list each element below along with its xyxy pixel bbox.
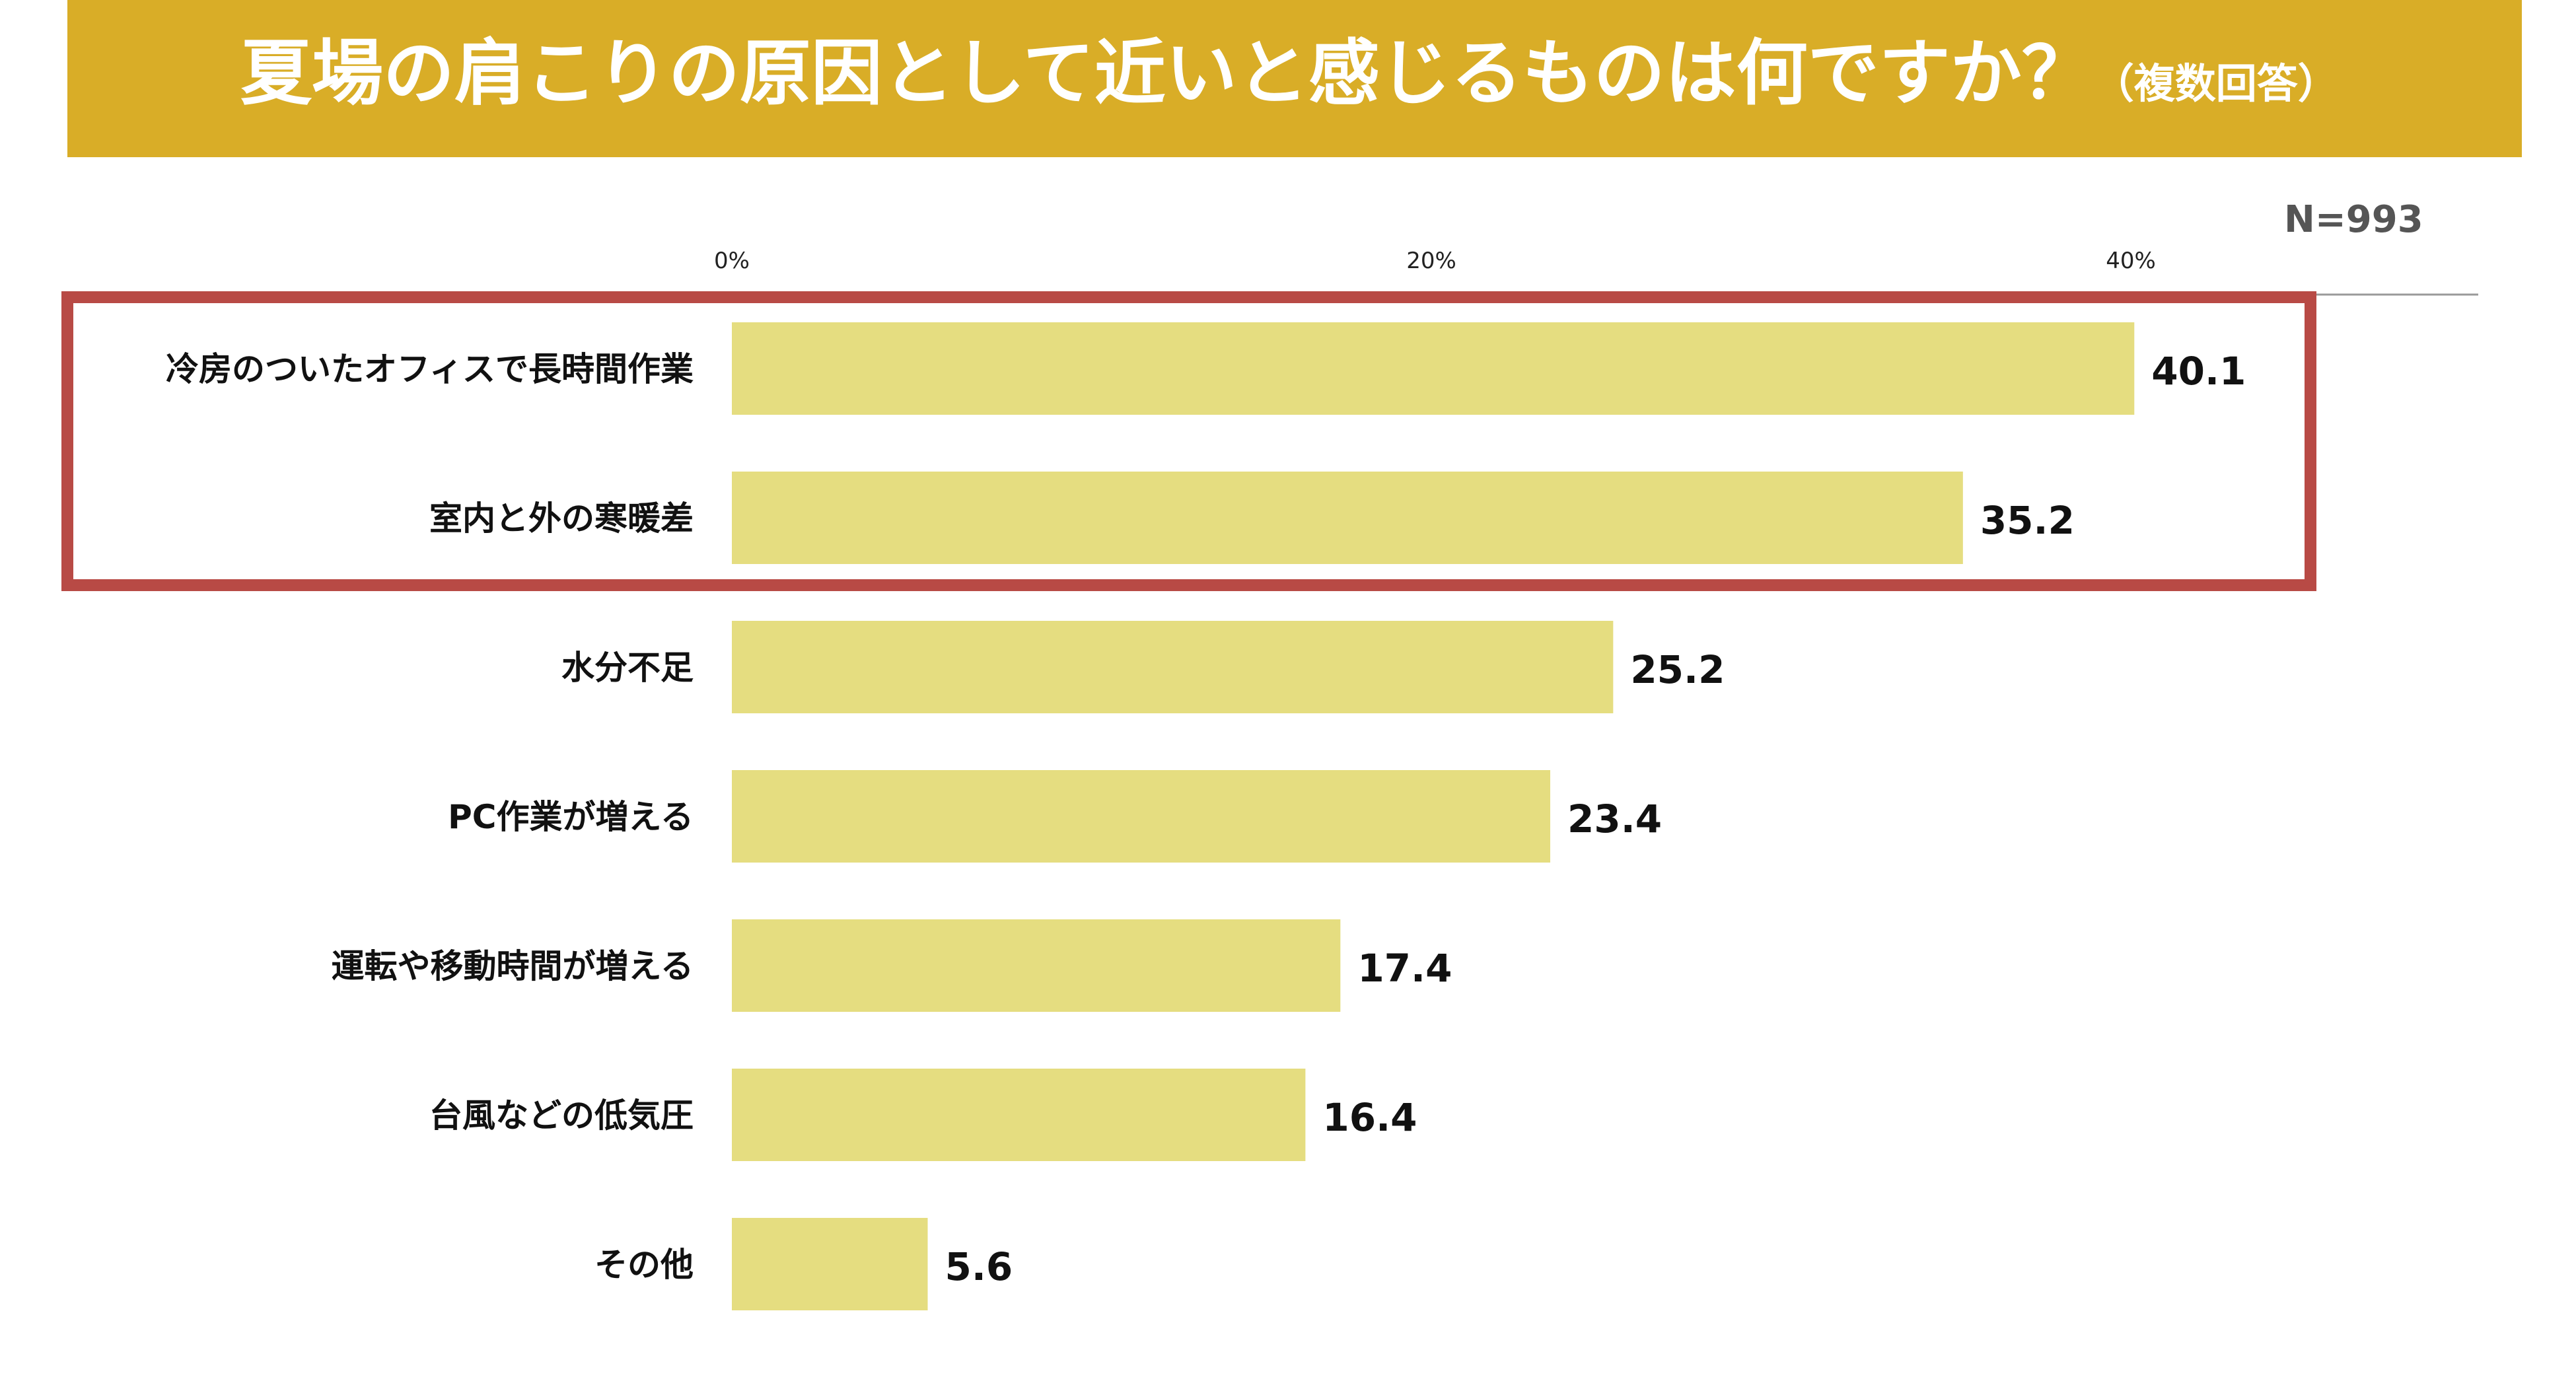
bar xyxy=(732,322,2135,415)
bar xyxy=(732,1218,928,1310)
x-tick-label: 40% xyxy=(2106,248,2156,274)
value-label: 5.6 xyxy=(945,1244,1013,1289)
category-label: 台風などの低気圧 xyxy=(429,1096,694,1135)
bar xyxy=(732,919,1341,1012)
bar xyxy=(732,472,1963,564)
chart-title: 夏場の肩こりの原因として近いと感じるものは何ですか？（複数回答） xyxy=(240,28,2339,130)
category-label: PC作業が増える xyxy=(448,798,694,836)
title-banner: 夏場の肩こりの原因として近いと感じるものは何ですか？（複数回答） xyxy=(67,0,2522,157)
category-label: 水分不足 xyxy=(561,649,694,687)
x-tick-label: 0% xyxy=(714,248,750,274)
value-label: 16.4 xyxy=(1322,1095,1417,1140)
bar xyxy=(732,621,1614,713)
x-axis: 0% 20% 40% xyxy=(714,248,2478,296)
value-label: 17.4 xyxy=(1357,946,1452,991)
chart-title-main: 夏場の肩こりの原因として近いと感じるものは何ですか？ xyxy=(240,32,2093,115)
value-label: 40.1 xyxy=(2151,349,2246,394)
category-label: その他 xyxy=(594,1246,694,1284)
sample-size-label: N=993 xyxy=(2284,198,2423,241)
category-label: 冷房のついたオフィスで長時間作業 xyxy=(166,350,694,388)
bar xyxy=(732,1069,1306,1161)
bar-series: 冷房のついたオフィスで長時間作業 40.1 室内と外の寒暖差 35.2 水分不足 25.2… xyxy=(166,322,2246,1310)
bar xyxy=(732,770,1551,863)
chart-title-sub: （複数回答） xyxy=(2093,59,2339,108)
value-label: 35.2 xyxy=(1980,498,2075,543)
value-label: 25.2 xyxy=(1630,647,1725,692)
value-label: 23.4 xyxy=(1567,797,1662,841)
highlight-box xyxy=(61,291,2316,591)
highlight-group xyxy=(61,291,2316,591)
category-label: 室内と外の寒暖差 xyxy=(429,499,694,538)
x-tick-label: 20% xyxy=(1406,248,1456,274)
category-label: 運転や移動時間が増える xyxy=(332,947,694,985)
